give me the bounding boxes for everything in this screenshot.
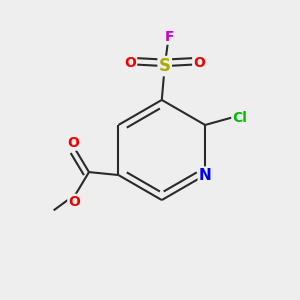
Text: O: O	[193, 56, 205, 70]
Text: O: O	[67, 136, 79, 150]
Text: Cl: Cl	[232, 111, 247, 124]
Text: N: N	[199, 167, 211, 182]
Text: O: O	[68, 195, 80, 209]
Text: O: O	[124, 56, 136, 70]
Text: S: S	[159, 57, 171, 75]
Text: F: F	[164, 30, 174, 44]
